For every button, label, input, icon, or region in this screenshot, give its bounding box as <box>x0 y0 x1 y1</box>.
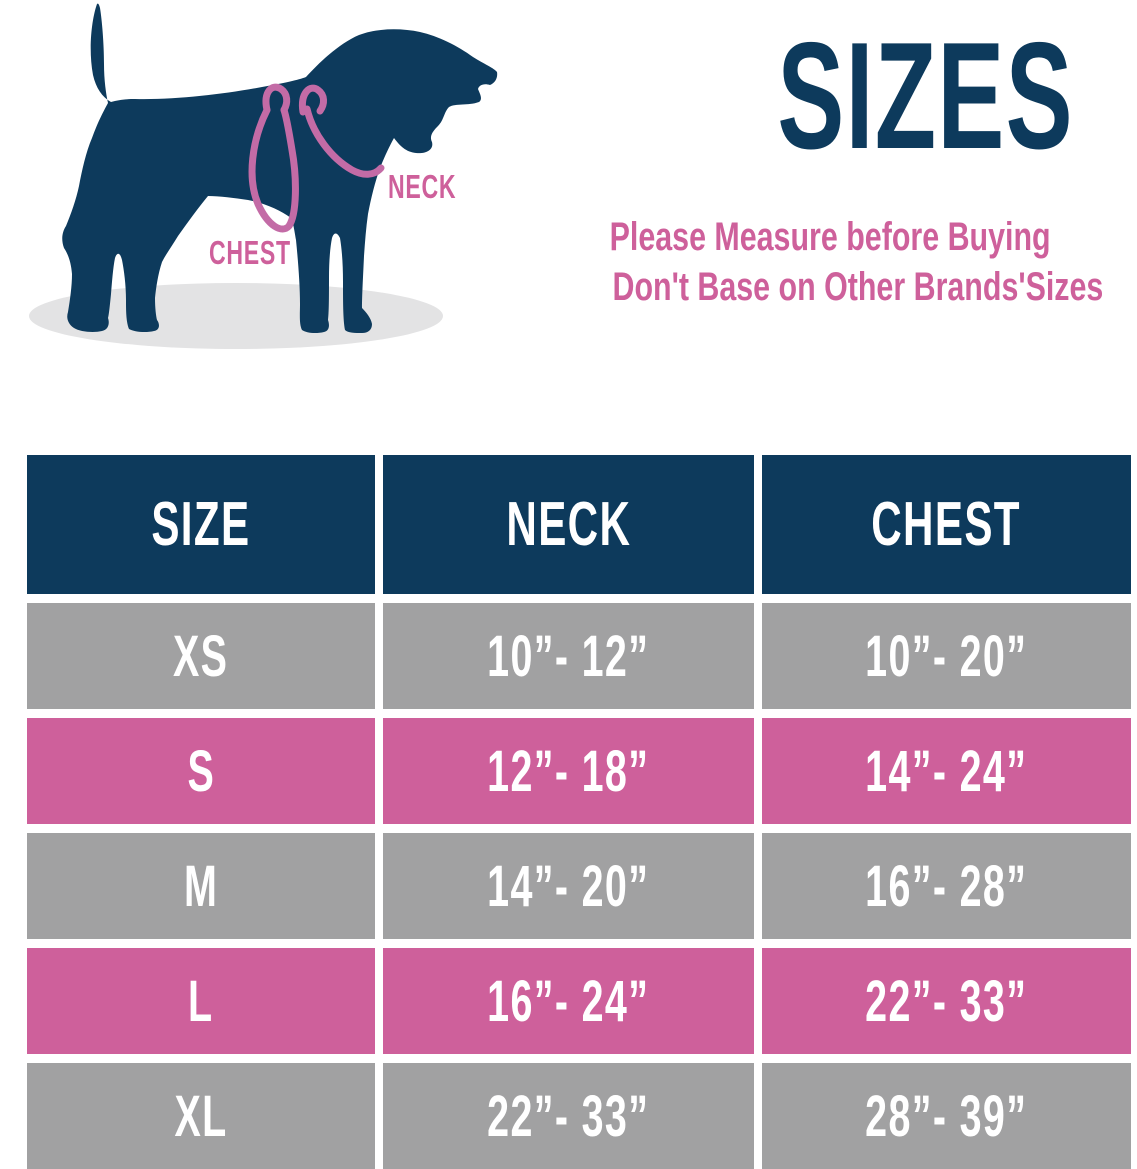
header-cell-chest: CHEST <box>762 455 1131 594</box>
header-cell-size: SIZE <box>27 455 375 594</box>
row-s-neck-cell: 12”- 18” <box>383 718 754 824</box>
page-title: SIZES <box>777 11 1075 181</box>
row-s-size-cell: S <box>27 718 375 824</box>
row-xl-size-cell: XL <box>27 1063 375 1169</box>
row-xl-chest-cell: 28”- 39” <box>762 1063 1131 1169</box>
neck-measure-label: NECK <box>388 168 457 205</box>
row-l-chest-cell: 22”- 33” <box>762 948 1131 1054</box>
row-xs-neck-cell: 10”- 12” <box>383 603 754 709</box>
row-s-chest-cell: 14”- 24” <box>762 718 1131 824</box>
neck-strap-icon <box>298 84 385 178</box>
header-cell-neck: NECK <box>383 455 754 594</box>
measure-warning-text: Please Measure before Buying Don't Base … <box>535 212 1125 312</box>
subtitle-line-2: Don't Base on Other Brands'Sizes <box>612 265 1104 309</box>
size-table: SIZE NECK CHEST XS 10”- 12” 10”- 20” S 1… <box>27 455 1131 1169</box>
row-xs-size-cell: XS <box>27 603 375 709</box>
hero-section: NECK CHEST SIZES Please Measure before B… <box>0 0 1137 455</box>
row-m-neck-cell: 14”- 20” <box>383 833 754 939</box>
dog-body-shape <box>62 3 498 334</box>
row-m-size-cell: M <box>27 833 375 939</box>
row-l-size-cell: L <box>27 948 375 1054</box>
subtitle-line-1: Please Measure before Buying <box>609 215 1051 259</box>
row-l-neck-cell: 16”- 24” <box>383 948 754 1054</box>
row-xl-neck-cell: 22”- 33” <box>383 1063 754 1169</box>
row-m-chest-cell: 16”- 28” <box>762 833 1131 939</box>
dog-silhouette-icon <box>29 3 498 349</box>
chest-strap-icon <box>248 83 299 233</box>
chest-measure-label: CHEST <box>209 234 291 271</box>
row-xs-chest-cell: 10”- 20” <box>762 603 1131 709</box>
